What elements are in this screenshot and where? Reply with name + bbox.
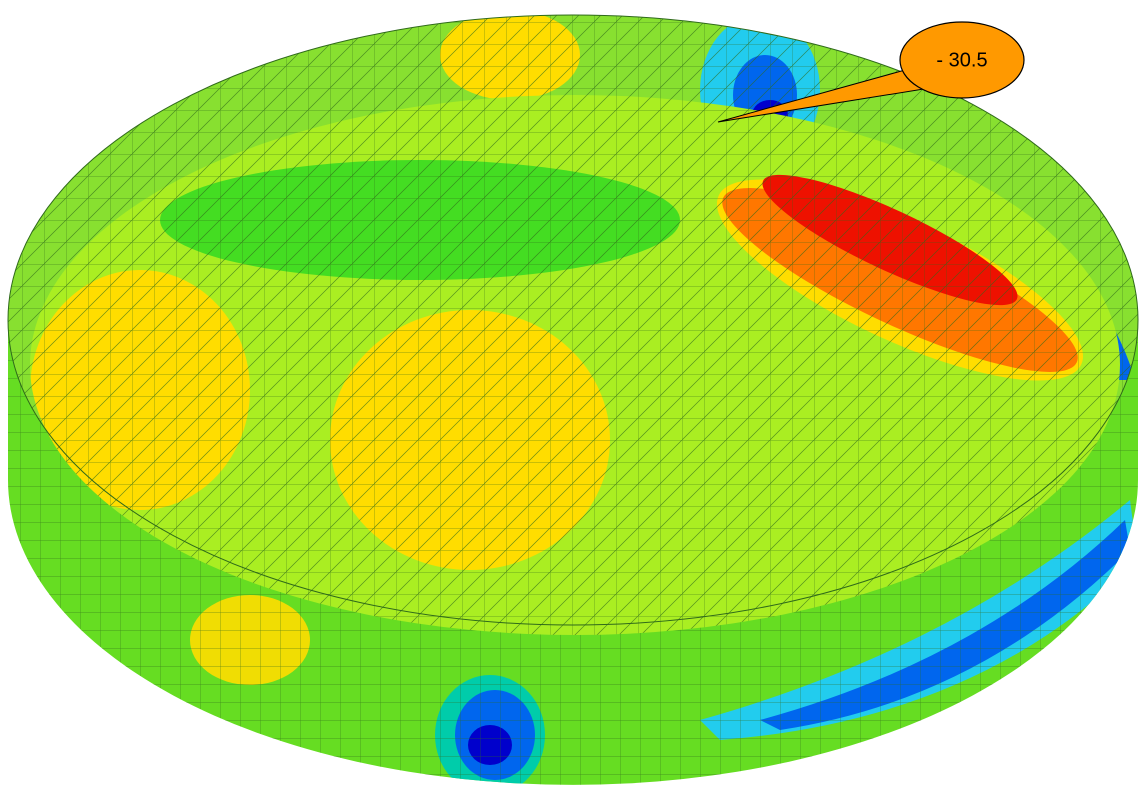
contour-plot: - 30.5 (0, 0, 1140, 809)
callout-label: - 30.5 (936, 49, 987, 71)
page: {"callout": {"label": "- 30.5"}} (0, 0, 1140, 809)
